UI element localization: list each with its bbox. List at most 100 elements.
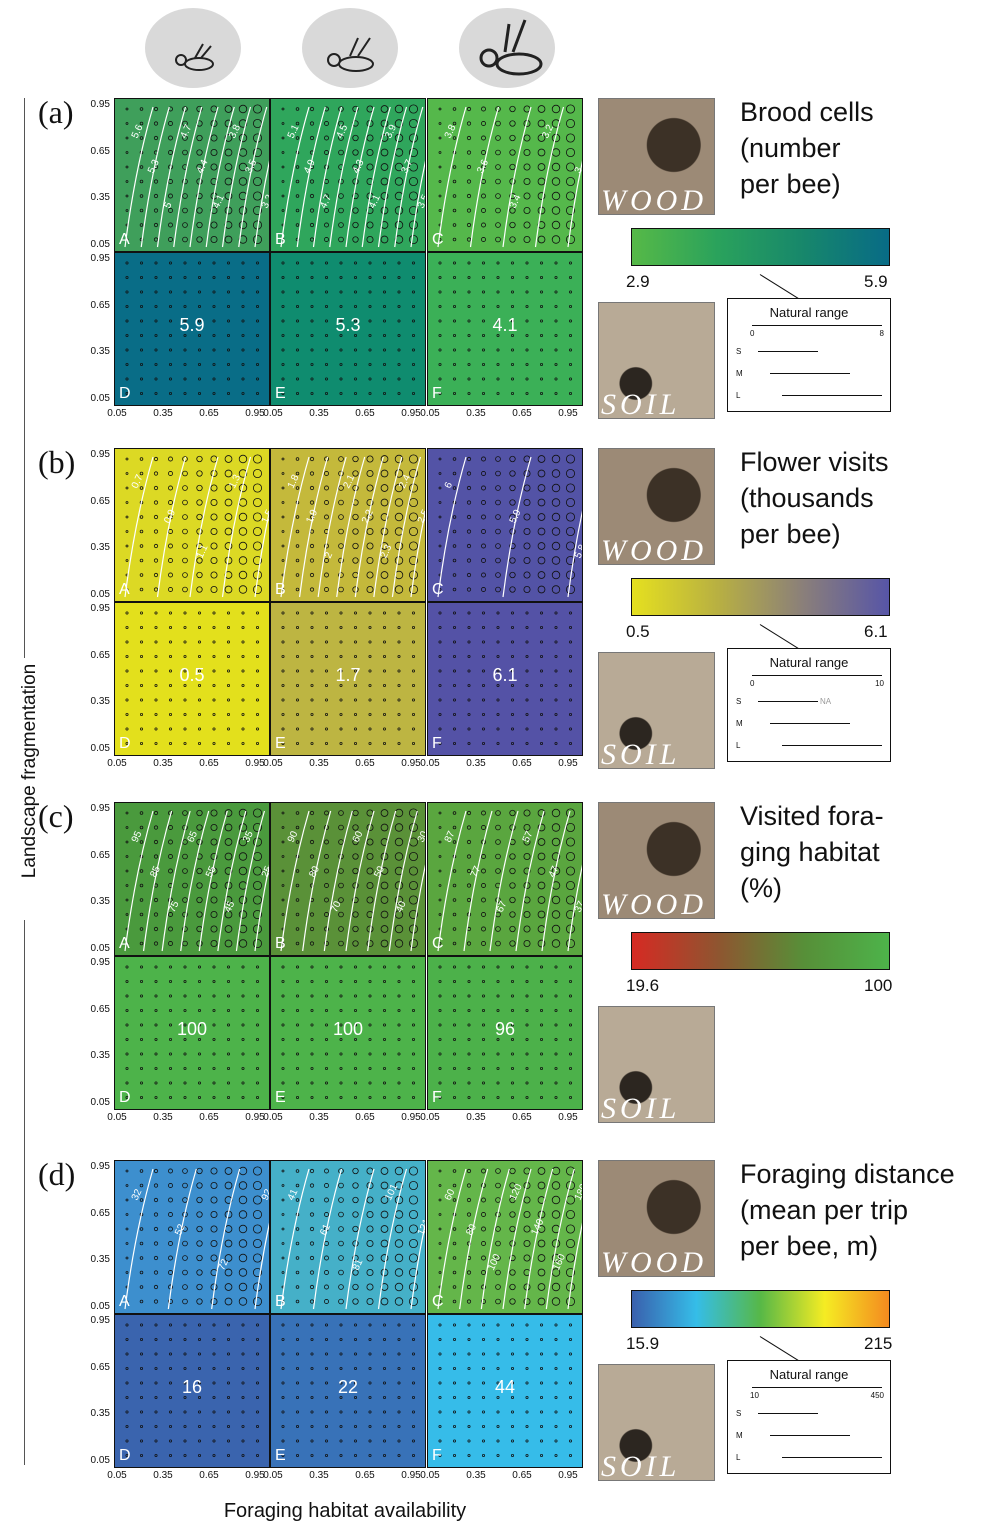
sample-point: [452, 305, 456, 309]
sample-point: [227, 698, 231, 702]
sample-point: [511, 1095, 515, 1099]
natural-range-min: 0: [750, 329, 755, 338]
sample-point: [224, 838, 233, 846]
sample-point: [509, 499, 516, 506]
sample-point: [325, 669, 329, 673]
sample-point: [255, 625, 259, 629]
sample-point: [212, 1095, 216, 1099]
sample-point: [309, 237, 315, 242]
sample-point: [352, 1283, 359, 1291]
x-tick-label: 0.35: [466, 1470, 486, 1481]
sample-point: [523, 134, 531, 142]
sample-point: [565, 1166, 576, 1176]
sample-point: [467, 625, 471, 629]
sample-point: [325, 698, 329, 702]
sample-point: [565, 837, 576, 847]
sample-point: [438, 994, 442, 998]
sample-point: [452, 811, 457, 815]
sample-point: [411, 684, 415, 688]
sample-point: [125, 741, 129, 745]
sample-point: [565, 1253, 576, 1263]
sample-point: [511, 965, 515, 969]
sample-point: [495, 940, 501, 947]
sample-point: [438, 194, 442, 198]
sample-point: [551, 498, 561, 507]
sample-point: [482, 261, 486, 265]
sample-point: [352, 809, 359, 817]
sample-point: [537, 1297, 546, 1306]
sample-point: [354, 1038, 358, 1042]
range-bar: [770, 723, 850, 724]
sample-point: [496, 655, 500, 659]
sample-point: [153, 883, 159, 888]
contour-label: 5.1: [286, 123, 302, 141]
x-tick-label: 0.95: [558, 758, 578, 769]
sample-point: [438, 855, 442, 858]
colorbar: [631, 932, 890, 970]
sample-point: [153, 839, 159, 845]
sample-point: [511, 994, 515, 998]
sample-point: [466, 926, 472, 932]
sample-point: [438, 1009, 442, 1013]
sample-point: [537, 527, 546, 536]
sample-point: [281, 363, 285, 367]
sample-point: [495, 456, 501, 462]
sample-point: [397, 348, 401, 352]
sample-point: [354, 625, 358, 629]
sample-point: [153, 179, 159, 184]
cell-value: 0.5: [179, 665, 205, 685]
sample-point: [551, 1166, 561, 1176]
sample-point: [183, 1052, 187, 1056]
sample-point: [295, 587, 300, 592]
sample-point: [252, 584, 263, 595]
sample-point: [154, 319, 158, 323]
sample-point: [309, 1212, 315, 1217]
contour-line: [161, 810, 191, 952]
sample-point: [281, 515, 285, 519]
sample-point: [183, 669, 187, 673]
sample-point: [198, 334, 202, 338]
sample-point: [525, 261, 529, 265]
contour-label: 25: [260, 864, 270, 879]
photo-label: WOOD: [601, 184, 707, 215]
sample-point: [354, 640, 358, 644]
sample-point: [466, 543, 472, 549]
sample-point: [252, 851, 263, 862]
cell-letter: F: [432, 385, 442, 402]
sample-point: [139, 348, 143, 352]
sample-point: [411, 1453, 415, 1457]
sample-point: [565, 205, 576, 216]
sample-point: [255, 1396, 259, 1400]
sample-point: [139, 941, 144, 946]
sample-point: [281, 1396, 285, 1400]
sample-point: [281, 994, 285, 998]
contour-line: [377, 1168, 408, 1310]
sample-point: [496, 684, 500, 688]
sample-point: [212, 348, 216, 352]
sample-point: [467, 391, 471, 395]
sample-point: [467, 1367, 471, 1371]
sample-point: [467, 1023, 471, 1027]
sample-point: [551, 527, 561, 536]
sample-point: [537, 809, 546, 817]
sample-point: [438, 826, 442, 829]
sample-point: [227, 1323, 231, 1327]
sample-point: [224, 1239, 233, 1248]
natural-range-max: 450: [870, 1391, 884, 1400]
sample-point: [394, 895, 404, 905]
sample-point: [182, 1168, 188, 1174]
sample-point: [325, 684, 329, 688]
sample-point: [495, 853, 501, 860]
sample-point: [523, 1167, 531, 1175]
x-tick-label: 0.65: [512, 1112, 532, 1123]
sample-point: [338, 1226, 344, 1232]
contour-line: [524, 1168, 554, 1310]
sample-point: [324, 514, 329, 520]
sample-point: [540, 669, 544, 673]
sample-point: [281, 1213, 285, 1216]
sample-point: [482, 290, 486, 294]
sample-point: [139, 898, 144, 902]
sample-point: [525, 1410, 529, 1414]
sample-point: [281, 979, 285, 983]
sample-point: [238, 895, 248, 905]
